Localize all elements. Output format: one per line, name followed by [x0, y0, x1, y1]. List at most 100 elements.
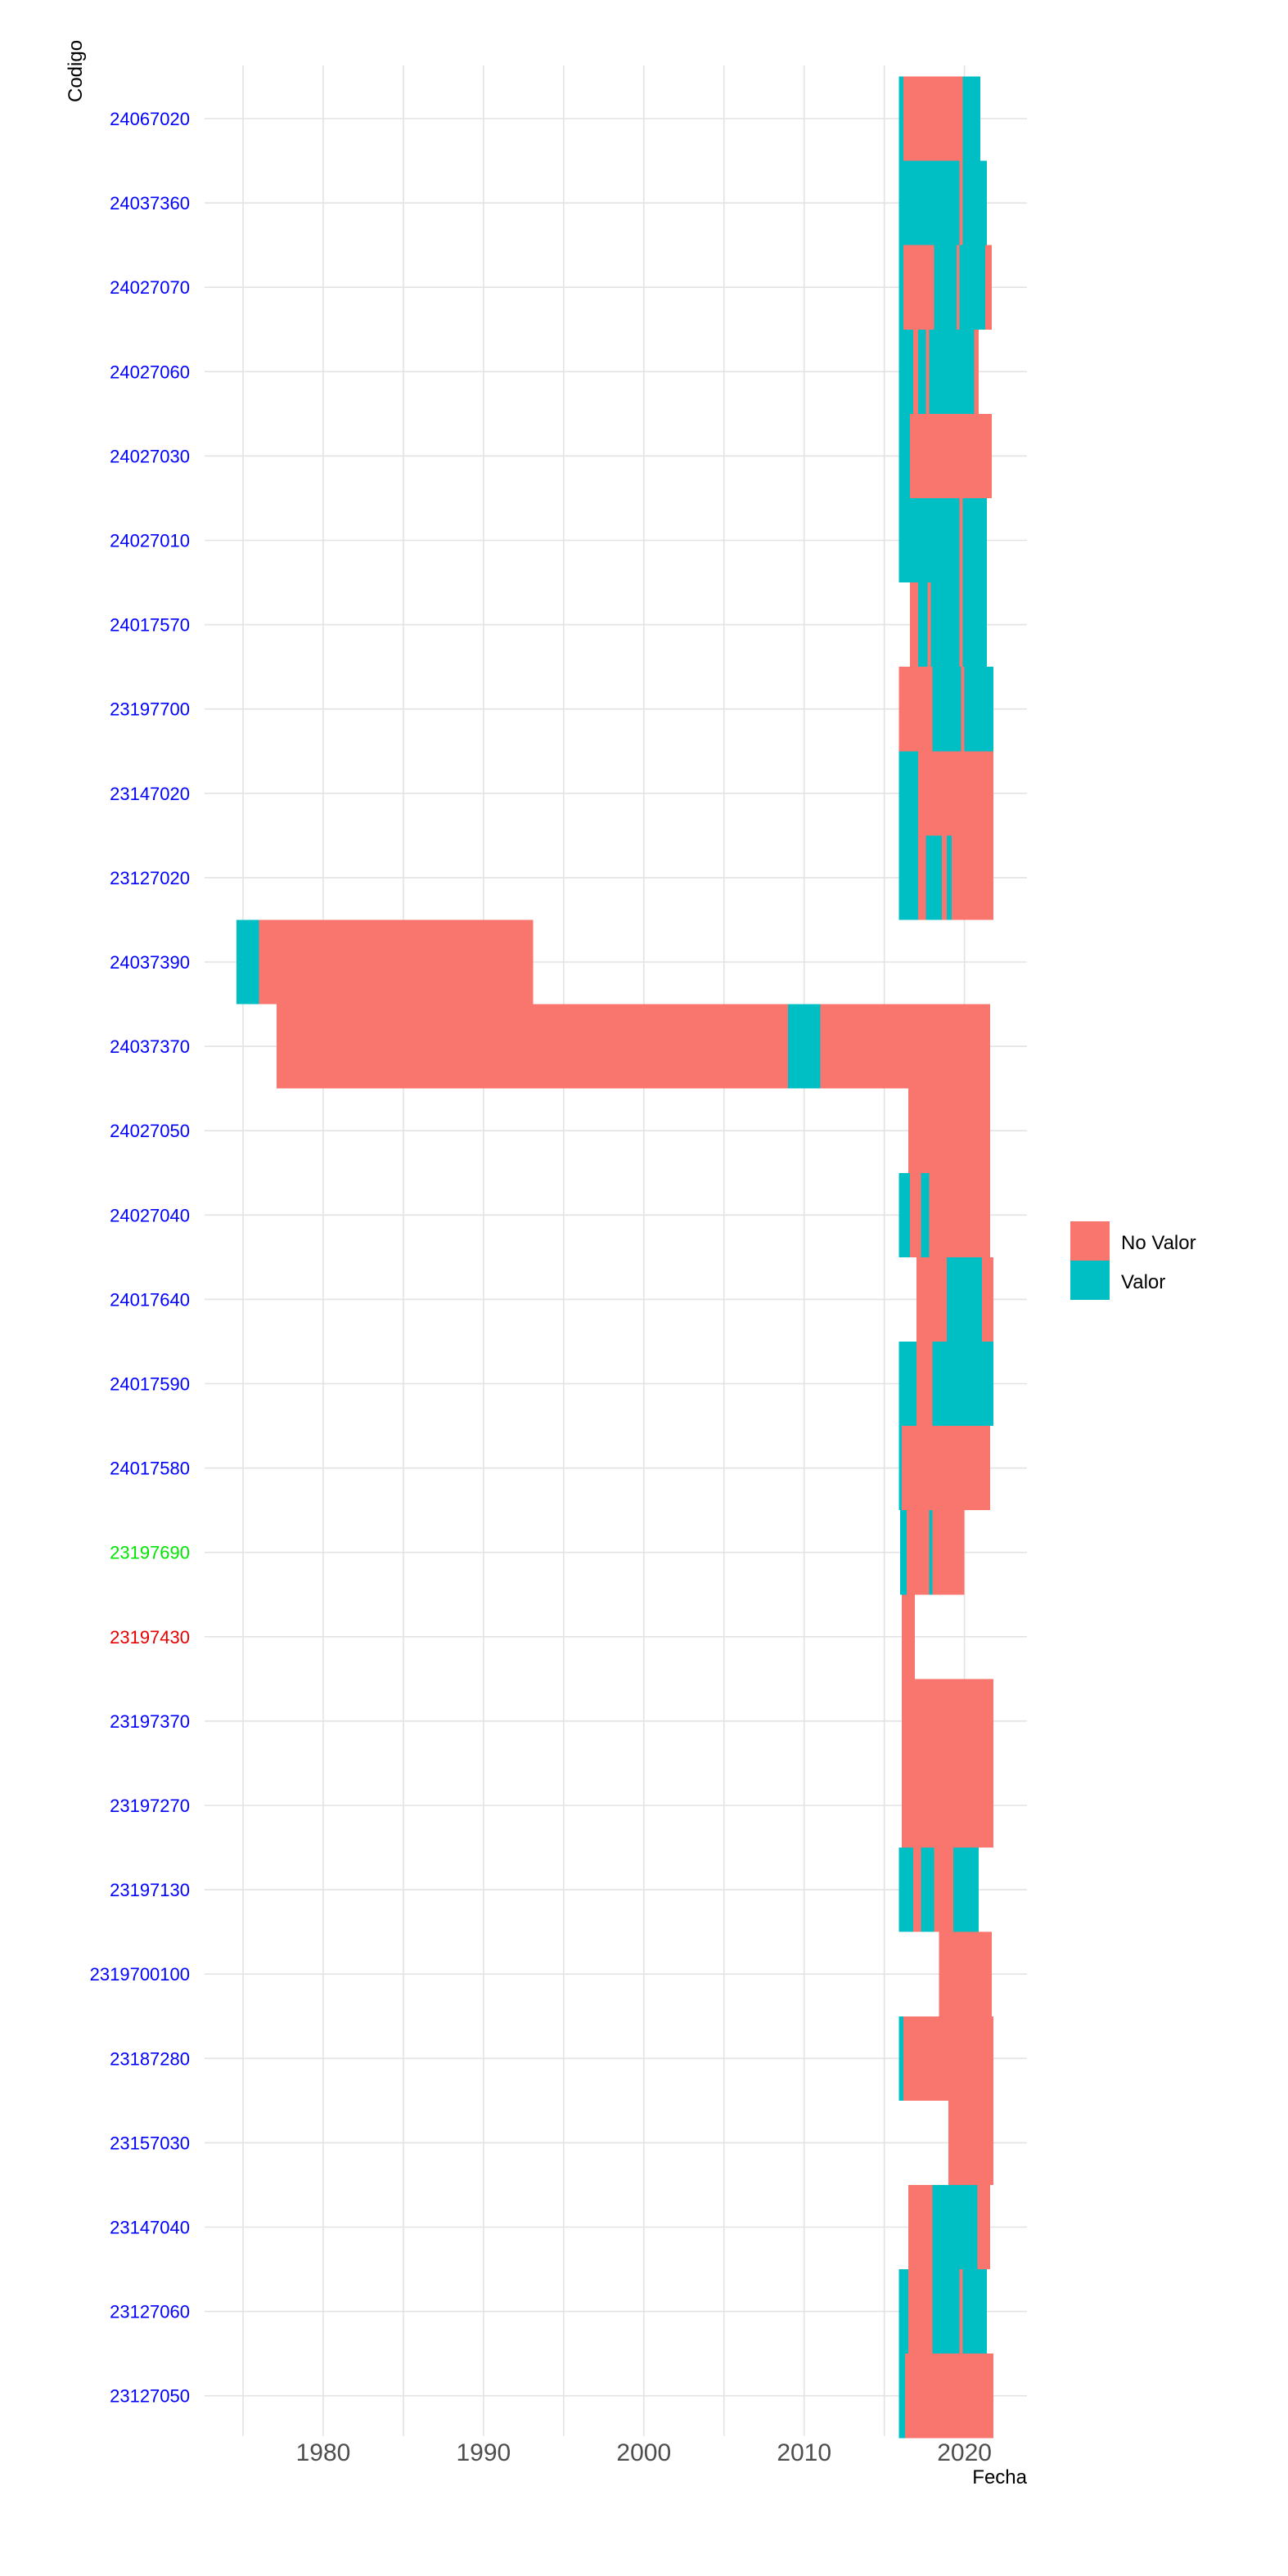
tile-24017580-0 [898, 1426, 903, 1511]
tile-24027070-0 [898, 245, 904, 330]
tile-24027060-6 [974, 329, 980, 414]
tile-23127050-1 [905, 2353, 993, 2439]
tile-24027060-5 [935, 329, 975, 414]
tile-23197690-1 [907, 1510, 930, 1595]
tile-24027060-3 [925, 329, 930, 414]
legend-label-valor: Valor [1121, 1271, 1165, 1293]
tile-23127060-3 [959, 2269, 963, 2354]
y-tick-label-23187280: 23187280 [110, 2048, 190, 2069]
tile-23197700-0 [898, 667, 933, 752]
y-tick-label-24017590: 24017590 [110, 1374, 190, 1395]
tile-23127060-0 [898, 2269, 909, 2354]
tile-24037360-1 [959, 160, 963, 245]
tile-23197700-1 [932, 667, 961, 752]
tile-23127050-0 [898, 2353, 906, 2439]
tile-24027070-3 [956, 245, 960, 330]
tile-24037370-1 [788, 1004, 821, 1089]
y-tick-label-23127020: 23127020 [110, 868, 190, 888]
y-tick-label-24027070: 24027070 [110, 277, 190, 298]
tile-24037370-3 [898, 1004, 990, 1089]
tile-23157030-0 [948, 2100, 993, 2185]
tile-24027040-3 [929, 1172, 990, 1257]
tile-24027010-1 [959, 497, 963, 583]
tile-23147040-3 [977, 2184, 990, 2270]
tile-23197690-2 [929, 1510, 933, 1595]
tile-24017640-2 [974, 1257, 983, 1342]
tile-24027010-0 [898, 497, 960, 583]
tile-23147020-0 [898, 751, 918, 836]
tile-23127060-1 [908, 2269, 933, 2354]
x-tick-label-1990: 1990 [457, 2439, 511, 2466]
tile-24067020-1 [903, 76, 963, 161]
y-tick-label-23147040: 23147040 [110, 2218, 190, 2238]
tile-24017570-0 [909, 582, 918, 668]
tile-24027070-5 [985, 245, 992, 330]
x-tick-label-2000: 2000 [616, 2439, 671, 2466]
tile-23147040-1 [932, 2184, 966, 2270]
tile-24067020-2 [962, 76, 981, 161]
y-tick-label-24037360: 24037360 [110, 193, 190, 214]
y-tick-label-23127060: 23127060 [110, 2302, 190, 2322]
tile-23197130-4 [952, 1847, 980, 1932]
tile-23127020-3 [942, 835, 948, 920]
tile-24027060-2 [917, 329, 926, 414]
tile-23127060-4 [962, 2269, 988, 2354]
tile-24017580-1 [902, 1426, 990, 1511]
tile-23127020-4 [947, 835, 952, 920]
tile-23197130-3 [934, 1847, 953, 1932]
tile-24037370-2 [820, 1004, 899, 1089]
tile-24017570-5 [962, 582, 988, 668]
tile-24037390-0 [236, 919, 259, 1005]
tile-24027060-1 [912, 329, 918, 414]
y-tick-label-23197370: 23197370 [110, 1711, 190, 1732]
tile-23147040-2 [966, 2184, 978, 2270]
tile-23147040-0 [908, 2184, 933, 2270]
tile-24017640-1 [947, 1257, 975, 1342]
tiles-layer [236, 76, 993, 2439]
tile-2319700100-0 [939, 1931, 992, 2016]
tile-24027070-1 [903, 245, 934, 330]
tile-23197130-1 [912, 1847, 921, 1932]
y-tick-label-24027060: 24027060 [110, 362, 190, 382]
tile-24017590-0 [898, 1341, 916, 1427]
y-tick-label-24037390: 24037390 [110, 952, 190, 973]
tile-24017570-4 [959, 582, 963, 668]
x-tick-label-2020: 2020 [937, 2439, 992, 2466]
y-tick-label-24017640: 24017640 [110, 1289, 190, 1310]
tile-24027060-0 [898, 329, 913, 414]
tile-24027040-1 [909, 1172, 921, 1257]
tile-23147020-1 [917, 751, 993, 836]
x-tick-label-1980: 1980 [296, 2439, 351, 2466]
tile-24017570-1 [917, 582, 928, 668]
tile-24037370-0 [277, 1004, 789, 1089]
tile-23197130-0 [898, 1847, 913, 1932]
tile-24027070-2 [934, 245, 957, 330]
tile-24037360-0 [898, 160, 960, 245]
tile-23197690-3 [932, 1510, 965, 1595]
tile-24027060-4 [929, 329, 936, 414]
tile-23197370-0 [902, 1679, 993, 1764]
tile-23197430-0 [902, 1594, 915, 1679]
tile-23197700-2 [961, 667, 965, 752]
y-tick-label-24027030: 24027030 [110, 446, 190, 466]
tile-24017570-2 [927, 582, 931, 668]
tile-24027030-1 [909, 413, 992, 498]
y-tick-label-23197690: 23197690 [110, 1543, 190, 1563]
y-tick-label-23197700: 23197700 [110, 699, 190, 720]
tile-24027010-2 [962, 497, 988, 583]
x-tick-label-2010: 2010 [777, 2439, 831, 2466]
tile-24037360-2 [962, 160, 988, 245]
y-tick-label-23127050: 23127050 [110, 2386, 190, 2407]
tile-24027070-4 [959, 245, 986, 330]
y-tick-label-24017570: 24017570 [110, 615, 190, 636]
tile-23127020-0 [898, 835, 918, 920]
tile-23197690-0 [900, 1510, 907, 1595]
legend: No Valor Valor [1070, 1221, 1196, 1300]
tile-23197130-2 [921, 1847, 934, 1932]
legend-key-no-valor [1070, 1221, 1110, 1261]
y-tick-label-23197270: 23197270 [110, 1796, 190, 1816]
y-tick-label-23157030: 23157030 [110, 2133, 190, 2153]
y-tick-label-23197130: 23197130 [110, 1880, 190, 1900]
x-tick-labels: 1980 1990 2000 2010 2020 [296, 2439, 992, 2466]
